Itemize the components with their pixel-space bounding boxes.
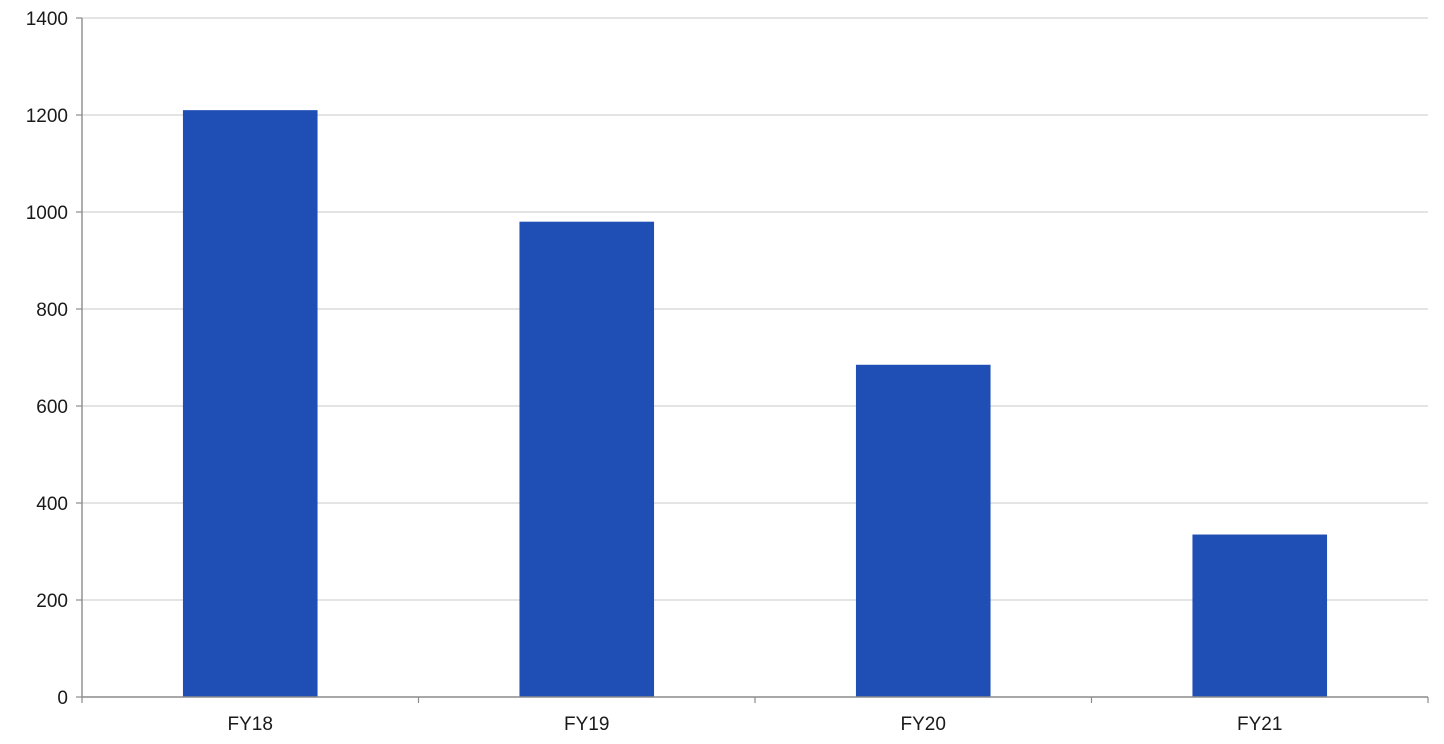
- x-tick-label-fy21: FY21: [1237, 714, 1282, 735]
- y-axis-ticks: 0 200 400 600 800 1000 1200 1400: [26, 9, 82, 709]
- y-tick-label-800: 800: [36, 300, 68, 321]
- y-tick-label-1200: 1200: [26, 106, 68, 127]
- bar-fy19: [519, 221, 655, 697]
- bar-fy20: [855, 364, 991, 697]
- y-tick-label-200: 200: [36, 591, 68, 612]
- bars: [182, 110, 1328, 697]
- x-tick-label-fy20: FY20: [901, 714, 946, 735]
- x-tick-label-fy19: FY19: [564, 714, 609, 735]
- y-tick-label-400: 400: [36, 494, 68, 515]
- x-axis-ticks: FY18 FY19 FY20 FY21: [81, 697, 1429, 735]
- y-tick-label-0: 0: [57, 688, 68, 709]
- x-tick-label-fy18: FY18: [228, 714, 273, 735]
- y-tick-label-1400: 1400: [26, 9, 68, 30]
- y-tick-label-1000: 1000: [26, 203, 68, 224]
- bar-fy18: [182, 110, 318, 697]
- y-tick-label-600: 600: [36, 397, 68, 418]
- bar-fy21: [1192, 534, 1328, 697]
